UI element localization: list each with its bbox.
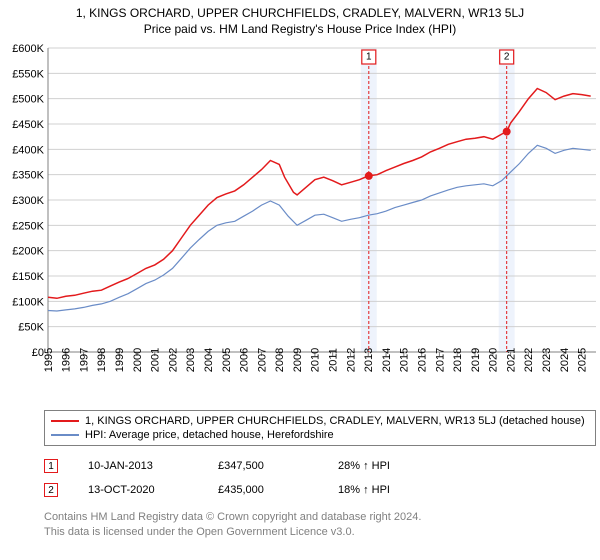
legend-swatch-blue bbox=[51, 434, 79, 436]
svg-text:1998: 1998 bbox=[96, 348, 108, 372]
sales-table: 1 10-JAN-2013 £347,500 28% ↑ HPI 2 13-OC… bbox=[44, 454, 596, 502]
chart-title: 1, KINGS ORCHARD, UPPER CHURCHFIELDS, CR… bbox=[0, 0, 600, 22]
svg-text:£400K: £400K bbox=[12, 144, 44, 156]
sale-price: £435,000 bbox=[218, 484, 338, 496]
svg-text:2014: 2014 bbox=[381, 348, 393, 372]
svg-text:£150K: £150K bbox=[12, 271, 44, 283]
svg-text:2004: 2004 bbox=[203, 348, 215, 372]
sale-marker-icon: 1 bbox=[44, 459, 58, 473]
svg-text:£550K: £550K bbox=[12, 68, 44, 80]
svg-text:2023: 2023 bbox=[541, 348, 553, 372]
svg-text:2025: 2025 bbox=[577, 348, 589, 372]
svg-text:2018: 2018 bbox=[452, 348, 464, 372]
svg-text:1995: 1995 bbox=[43, 348, 55, 372]
svg-text:1997: 1997 bbox=[78, 348, 90, 372]
svg-text:1999: 1999 bbox=[114, 348, 126, 372]
svg-text:2017: 2017 bbox=[434, 348, 446, 372]
svg-text:£450K: £450K bbox=[12, 119, 44, 131]
svg-text:£500K: £500K bbox=[12, 94, 44, 106]
svg-text:2016: 2016 bbox=[416, 348, 428, 372]
svg-text:£300K: £300K bbox=[12, 195, 44, 207]
table-row: 2 13-OCT-2020 £435,000 18% ↑ HPI bbox=[44, 478, 596, 502]
legend-label: HPI: Average price, detached house, Here… bbox=[85, 429, 334, 441]
svg-text:2010: 2010 bbox=[310, 348, 322, 372]
table-row: 1 10-JAN-2013 £347,500 28% ↑ HPI bbox=[44, 454, 596, 478]
line-chart: £0£50K£100K£150K£200K£250K£300K£350K£400… bbox=[0, 44, 600, 404]
svg-text:2020: 2020 bbox=[488, 348, 500, 372]
svg-text:2009: 2009 bbox=[292, 348, 304, 372]
svg-text:£100K: £100K bbox=[12, 296, 44, 308]
svg-text:2005: 2005 bbox=[221, 348, 233, 372]
svg-text:2007: 2007 bbox=[256, 348, 268, 372]
svg-text:2002: 2002 bbox=[167, 348, 179, 372]
svg-text:£50K: £50K bbox=[18, 322, 44, 334]
svg-text:2008: 2008 bbox=[274, 348, 286, 372]
sale-diff: 28% ↑ HPI bbox=[338, 460, 458, 472]
sale-date: 13-OCT-2020 bbox=[88, 484, 218, 496]
svg-text:1996: 1996 bbox=[61, 348, 73, 372]
chart-subtitle: Price paid vs. HM Land Registry's House … bbox=[0, 22, 600, 42]
svg-text:2022: 2022 bbox=[523, 348, 535, 372]
sale-date: 10-JAN-2013 bbox=[88, 460, 218, 472]
footer-attribution: Contains HM Land Registry data © Crown c… bbox=[44, 510, 596, 540]
sale-diff: 18% ↑ HPI bbox=[338, 484, 458, 496]
legend-item-property: 1, KINGS ORCHARD, UPPER CHURCHFIELDS, CR… bbox=[51, 414, 589, 428]
legend-swatch-red bbox=[51, 420, 79, 422]
footer-line: Contains HM Land Registry data © Crown c… bbox=[44, 510, 596, 525]
svg-text:£600K: £600K bbox=[12, 44, 44, 55]
sale-marker-icon: 2 bbox=[44, 483, 58, 497]
svg-text:2015: 2015 bbox=[399, 348, 411, 372]
svg-text:2: 2 bbox=[504, 52, 510, 63]
svg-text:2001: 2001 bbox=[150, 348, 162, 372]
legend: 1, KINGS ORCHARD, UPPER CHURCHFIELDS, CR… bbox=[44, 410, 596, 446]
svg-text:2019: 2019 bbox=[470, 348, 482, 372]
legend-label: 1, KINGS ORCHARD, UPPER CHURCHFIELDS, CR… bbox=[85, 415, 585, 427]
legend-item-hpi: HPI: Average price, detached house, Here… bbox=[51, 428, 589, 442]
svg-text:2021: 2021 bbox=[505, 348, 517, 372]
footer-line: This data is licensed under the Open Gov… bbox=[44, 525, 596, 540]
svg-text:2024: 2024 bbox=[559, 348, 571, 372]
svg-text:£250K: £250K bbox=[12, 220, 44, 232]
svg-text:1: 1 bbox=[366, 52, 372, 63]
svg-text:2012: 2012 bbox=[345, 348, 357, 372]
svg-text:2003: 2003 bbox=[185, 348, 197, 372]
chart-area: £0£50K£100K£150K£200K£250K£300K£350K£400… bbox=[0, 44, 600, 404]
sale-price: £347,500 bbox=[218, 460, 338, 472]
svg-text:2006: 2006 bbox=[239, 348, 251, 372]
svg-text:2011: 2011 bbox=[328, 348, 340, 372]
svg-text:2000: 2000 bbox=[132, 348, 144, 372]
svg-text:£350K: £350K bbox=[12, 170, 44, 182]
svg-text:£200K: £200K bbox=[12, 246, 44, 258]
